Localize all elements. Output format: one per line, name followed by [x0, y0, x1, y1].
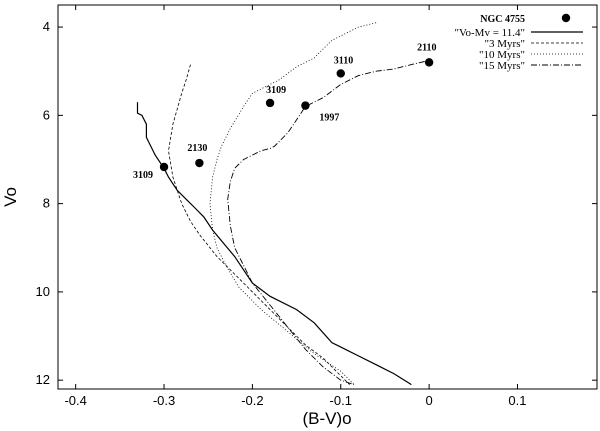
- point-label-1: 2130: [187, 143, 207, 154]
- legend-entry-label-3: "15 Myrs": [479, 60, 525, 72]
- x-tick-label-4: 0: [425, 393, 432, 408]
- data-point-1: [195, 158, 204, 168]
- x-tick-label-0: -0.4: [64, 393, 86, 408]
- point-label-3: 1997: [319, 113, 339, 124]
- legend-entry-label-1: "3 Myrs": [485, 38, 525, 50]
- point-label-0: 3109: [133, 170, 153, 181]
- y-tick-label-3: 10: [36, 284, 50, 299]
- data-point-2: [265, 98, 275, 108]
- series-line-2: [209, 22, 377, 385]
- data-point-0: [159, 162, 169, 172]
- data-point-3: [301, 101, 310, 110]
- series-line-0: [136, 102, 412, 386]
- series-line-1: [168, 64, 350, 385]
- legend-entry-label-0: "Vo-Mv = 11.4": [455, 27, 526, 39]
- legend-entry-label-points: NGC 4755: [480, 14, 525, 25]
- x-tick-label-3: -0.1: [330, 393, 352, 408]
- y-tick-label-1: 6: [43, 107, 50, 122]
- series-line-3: [227, 61, 425, 386]
- legend-entry-label-2: "10 Myrs": [479, 49, 525, 61]
- data-point-4: [336, 69, 345, 78]
- legend: NGC 4755 "Vo-Mv = 11.4""3 Myrs""10 Myrs""…: [455, 13, 583, 72]
- data-point-5: [424, 58, 434, 67]
- x-tick-label-2: -0.2: [241, 393, 263, 408]
- y-axis-title: Vo: [1, 187, 20, 207]
- legend-symbol-points: [561, 13, 571, 23]
- y-tick-label-2: 8: [43, 196, 50, 211]
- x-tick-label-1: -0.3: [153, 393, 175, 408]
- y-tick-label-0: 4: [43, 19, 50, 34]
- x-tick-label-5: 0.1: [508, 393, 526, 408]
- point-label-2: 3109: [266, 85, 286, 96]
- x-axis-title: (B-V)o: [302, 409, 351, 428]
- point-label-4: 3110: [334, 55, 353, 66]
- point-label-5: 2110: [417, 42, 436, 53]
- plot-frame: [57, 4, 598, 390]
- plot-marks: 3109 2130 3109 1997 3110 2110: [133, 22, 437, 386]
- y-tick-label-4: 12: [36, 372, 50, 387]
- axis-ticks: -0.4 -0.3 -0.2 -0.1 0 0.1 4 6 8 10 12: [36, 5, 597, 408]
